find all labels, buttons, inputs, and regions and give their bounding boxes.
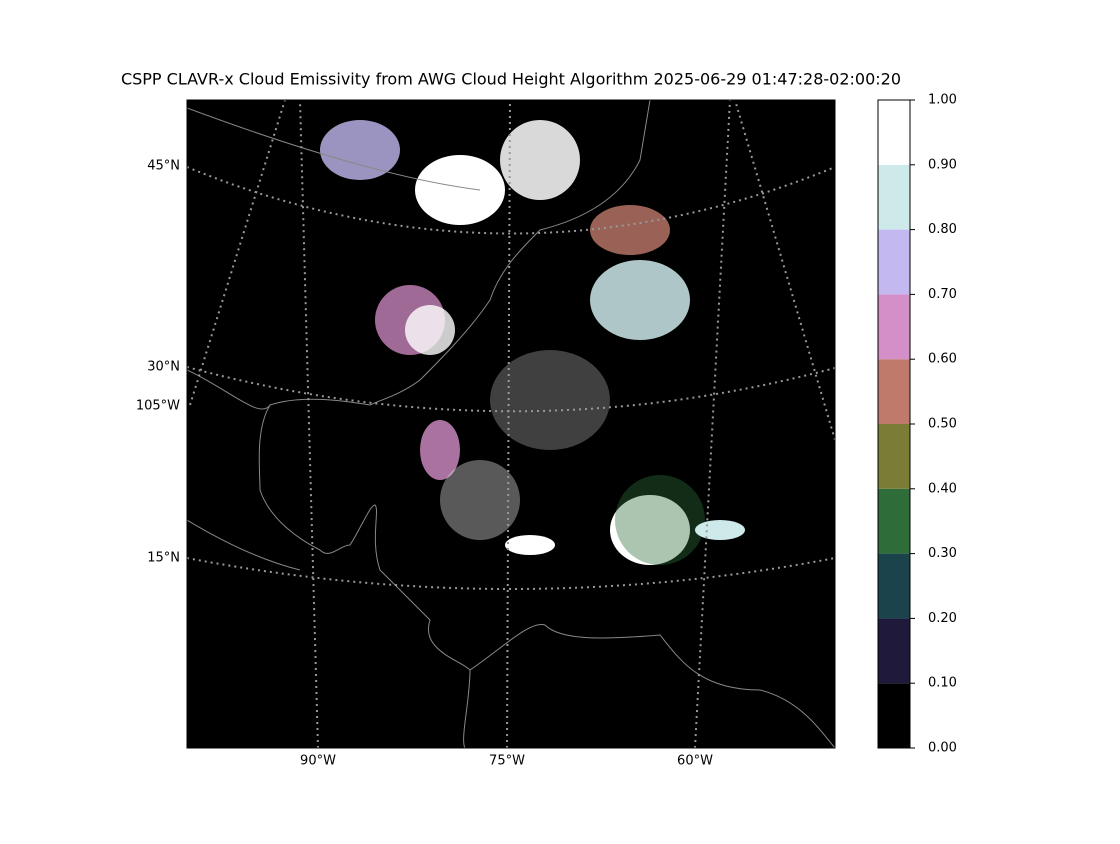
colorbar-segment xyxy=(878,164,910,230)
colorbar-segment xyxy=(878,100,910,165)
map: 45°N 30°N 15°N 105°W 90°W 75°W 60°W xyxy=(136,99,836,769)
lat-label: 15°N xyxy=(147,551,180,566)
tick-label: 0.30 xyxy=(928,546,957,561)
map-title: CSPP CLAVR-x Cloud Emissivity from AWG C… xyxy=(121,70,901,89)
colorbar-segment xyxy=(878,294,910,360)
colorbar-segment xyxy=(878,618,910,684)
lat-label: 30°N xyxy=(147,360,180,375)
tick-label: 0.90 xyxy=(928,157,957,172)
tick-label: 0.70 xyxy=(928,287,957,302)
map-frame xyxy=(186,99,836,749)
colorbar-segment xyxy=(878,553,910,619)
clouds xyxy=(320,120,745,565)
lon-label: 90°W xyxy=(300,754,336,769)
lon-label: 75°W xyxy=(489,754,525,769)
tick-label: 0.60 xyxy=(928,352,957,367)
tick-label: 1.00 xyxy=(928,93,957,108)
tick-label: 0.00 xyxy=(928,741,957,756)
colorbar-segment xyxy=(878,359,910,424)
tick-label: 0.40 xyxy=(928,481,957,496)
colorbar: 0.00 0.10 0.20 0.30 0.40 0.50 0.60 0.70 0.80 0.90… xyxy=(877,93,957,756)
tick-label: 0.80 xyxy=(928,222,957,237)
colorbar-segment xyxy=(878,424,910,489)
tick-label: 0.20 xyxy=(928,611,957,626)
colorbar-segment xyxy=(878,683,910,748)
lon-label: 60°W xyxy=(677,754,713,769)
lon-label: 105°W xyxy=(136,399,180,414)
colorbar-segment xyxy=(878,229,910,295)
tick-label: 0.10 xyxy=(928,676,957,691)
tick-label: 0.50 xyxy=(928,417,957,432)
colorbar-segment xyxy=(878,488,910,554)
lat-label: 45°N xyxy=(147,159,180,174)
